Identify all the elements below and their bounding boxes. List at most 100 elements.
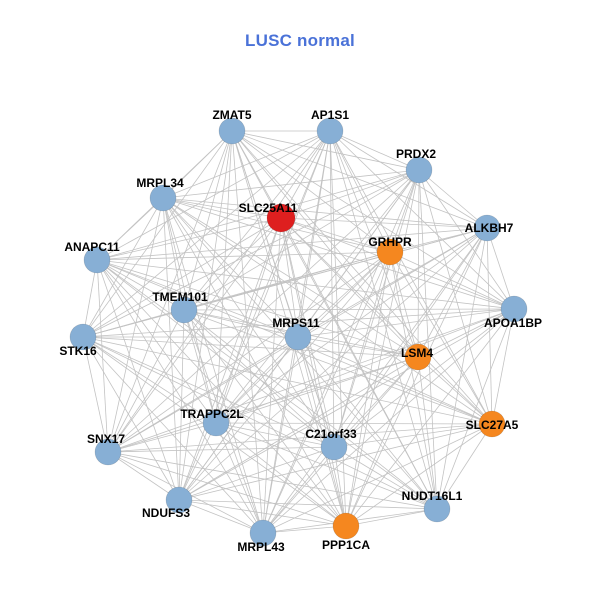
network-edge bbox=[345, 308, 515, 527]
network-edge bbox=[262, 336, 299, 534]
network-edge bbox=[183, 309, 347, 527]
network-edge bbox=[183, 309, 299, 338]
network-edge bbox=[162, 197, 438, 510]
network-node-stk16 bbox=[69, 323, 97, 351]
network-edge bbox=[96, 259, 109, 453]
network-edge bbox=[262, 423, 493, 534]
network-edge bbox=[82, 217, 282, 338]
network-edge bbox=[162, 197, 347, 527]
network-edge bbox=[345, 251, 391, 527]
network-node-lsm4 bbox=[404, 343, 432, 371]
network-edge bbox=[183, 309, 335, 448]
network-edge bbox=[231, 130, 515, 310]
network-edge bbox=[389, 251, 438, 510]
network-edge bbox=[162, 197, 493, 425]
node-label-nudt16l1: NUDT16L1 bbox=[402, 489, 463, 503]
network-edge bbox=[96, 251, 391, 261]
network-edge bbox=[107, 451, 347, 527]
network-edge bbox=[345, 169, 420, 527]
network-edge bbox=[162, 197, 419, 358]
network-edge bbox=[329, 130, 419, 358]
node-label-prdx2: PRDX2 bbox=[396, 147, 436, 161]
network-edge bbox=[96, 259, 419, 358]
network-edge bbox=[389, 251, 493, 425]
network-edge bbox=[215, 422, 264, 534]
network-edge bbox=[262, 169, 420, 534]
network-edge bbox=[333, 308, 515, 448]
network-edge bbox=[436, 227, 488, 510]
network-edge bbox=[329, 130, 420, 171]
network-node-prdx2 bbox=[405, 156, 433, 184]
network-edge bbox=[215, 422, 493, 425]
network-edge bbox=[417, 227, 488, 358]
network-edge bbox=[183, 308, 515, 311]
network-edge bbox=[82, 336, 335, 448]
network-edge bbox=[280, 217, 347, 527]
network-edge bbox=[262, 251, 391, 534]
node-label-lsm4: LSM4 bbox=[401, 346, 433, 360]
network-node-mrps11 bbox=[284, 323, 312, 351]
network-edge bbox=[183, 130, 233, 311]
network-edge bbox=[417, 169, 420, 358]
network-edge bbox=[389, 251, 419, 358]
network-edge bbox=[178, 499, 438, 510]
network-edge bbox=[183, 309, 493, 425]
network-node-slc27a5 bbox=[478, 410, 506, 438]
network-edge bbox=[96, 259, 180, 501]
network-edge bbox=[436, 423, 493, 510]
network-edge bbox=[297, 251, 391, 338]
network-edge bbox=[280, 130, 331, 219]
node-label-apoa1bp: APOA1BP bbox=[484, 316, 542, 330]
network-node-mrpl34 bbox=[149, 184, 177, 212]
node-label-grhpr: GRHPR bbox=[368, 235, 412, 249]
network-edge bbox=[491, 308, 515, 425]
network-edge bbox=[297, 308, 515, 338]
network-edge bbox=[178, 499, 264, 534]
network-edge bbox=[96, 259, 347, 527]
network-node-snx17 bbox=[94, 438, 122, 466]
network-edge bbox=[107, 451, 180, 501]
network-edge bbox=[418, 169, 493, 425]
network-edge bbox=[389, 169, 420, 253]
network-edge bbox=[280, 217, 493, 425]
node-label-mrps11: MRPS11 bbox=[272, 316, 320, 330]
network-edge bbox=[96, 259, 185, 311]
chart-title: LUSC normal bbox=[245, 31, 355, 50]
network-edge bbox=[178, 251, 391, 501]
node-label-ap1s1: AP1S1 bbox=[311, 108, 349, 122]
network-edge bbox=[262, 308, 515, 534]
network-edge bbox=[215, 130, 233, 424]
network-edge bbox=[178, 308, 515, 501]
network-edge bbox=[178, 446, 335, 501]
network-edge bbox=[178, 423, 493, 501]
network-edge bbox=[162, 169, 420, 199]
network-edge bbox=[183, 169, 420, 311]
network-edge bbox=[107, 451, 438, 510]
network-edge bbox=[329, 130, 493, 425]
network-node-alkbh7 bbox=[473, 214, 501, 242]
label-layer: ZMAT5 AP1S1 PRDX2 MRPL34 SLC25A11 GRHPR ALKBH7… bbox=[59, 108, 542, 554]
network-edge bbox=[107, 446, 335, 453]
node-label-mrpl34: MRPL34 bbox=[136, 176, 184, 190]
network-node-c21orf33 bbox=[320, 433, 348, 461]
network-edge bbox=[345, 423, 493, 527]
network-edge bbox=[178, 309, 185, 501]
network-edge bbox=[280, 217, 299, 338]
network-edge bbox=[96, 259, 264, 534]
network-edge bbox=[333, 446, 347, 527]
network-edge bbox=[183, 217, 282, 311]
node-label-mrpl43: MRPL43 bbox=[237, 540, 285, 554]
node-label-stk16: STK16 bbox=[59, 344, 97, 358]
network-edge bbox=[215, 422, 347, 527]
network-edge bbox=[96, 217, 282, 261]
network-edge bbox=[389, 251, 515, 310]
network-node-slc25a11 bbox=[266, 203, 296, 233]
network-edge bbox=[107, 423, 493, 453]
node-label-tmem101: TMEM101 bbox=[152, 290, 208, 304]
node-label-anapc11: ANAPC11 bbox=[64, 240, 120, 254]
network-edge bbox=[329, 130, 438, 510]
network-edge bbox=[82, 336, 109, 453]
network-edge bbox=[82, 336, 264, 534]
network-edge bbox=[345, 356, 419, 527]
